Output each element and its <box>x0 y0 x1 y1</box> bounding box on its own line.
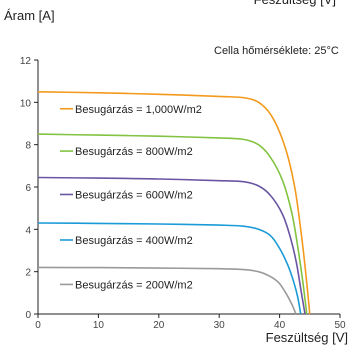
legend-label-1: Besugárzás = 800W/m2 <box>75 146 193 158</box>
series-line-0 <box>37 91 311 315</box>
y-axis-title: Áram [A] <box>4 8 55 23</box>
x-tick-label: 10 <box>93 320 105 331</box>
y-tick-label: 12 <box>20 56 32 67</box>
temperature-annotation: Cella hőmérséklete: 25°C <box>214 45 339 57</box>
legend-label-3: Besugárzás = 400W/m2 <box>75 235 193 247</box>
x-tick-label: 0 <box>35 320 41 331</box>
series-line-2 <box>37 176 306 315</box>
legend-label-2: Besugárzás = 600W/m2 <box>75 189 193 201</box>
legend-label-0: Besugárzás = 1,000W/m2 <box>75 104 202 116</box>
y-tick-label: 0 <box>25 310 31 321</box>
y-tick-label: 8 <box>25 141 31 152</box>
x-tick-label: 40 <box>274 320 286 331</box>
series-lines <box>37 91 311 315</box>
x-tick-label: 50 <box>334 320 346 331</box>
series-line-3 <box>37 222 302 315</box>
series-line-4 <box>37 266 297 315</box>
series-line-1 <box>37 133 308 315</box>
legend: Besugárzás = 1,000W/m2 Besugárzás = 800W/… <box>60 104 202 291</box>
y-tick-label: 6 <box>25 183 31 194</box>
ticks: 0 10 20 30 40 50 0 2 4 6 8 10 12 <box>20 56 346 331</box>
y-tick-label: 10 <box>20 98 32 109</box>
y-tick-label: 4 <box>25 225 31 236</box>
x-tick-label: 30 <box>214 320 226 331</box>
legend-label-4: Besugárzás = 200W/m2 <box>75 279 193 291</box>
x-axis-title: Feszültség [V] <box>265 330 348 345</box>
y-tick-label: 2 <box>25 268 31 279</box>
x-tick-label: 20 <box>153 320 165 331</box>
x-axis-title-top-cut: Feszültség [V] <box>254 0 336 7</box>
